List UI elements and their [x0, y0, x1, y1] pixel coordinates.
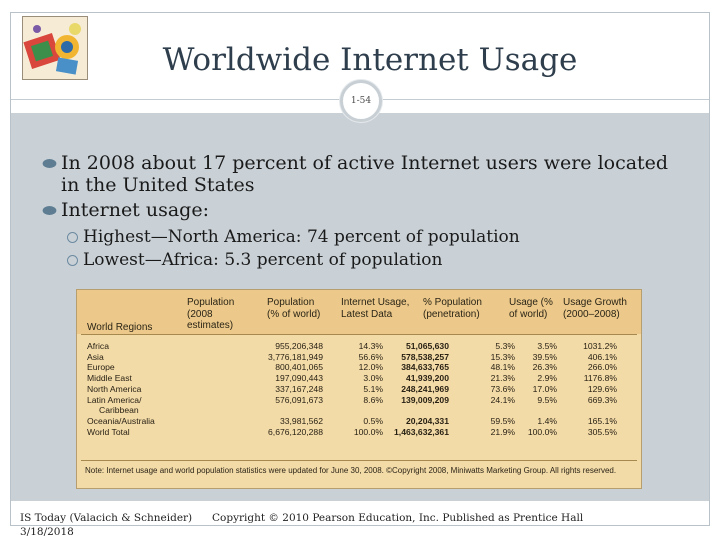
- header-pop-pct: Population (% of world): [267, 297, 321, 320]
- textbook-logo-icon: [22, 16, 88, 80]
- slide-title: Worldwide Internet Usage: [162, 42, 578, 78]
- sub-bullet-item: Highest—North America: 74 percent of pop…: [44, 226, 684, 249]
- table-row: World Total 6,676,120,288 100.0% 1,463,632,…: [87, 426, 617, 437]
- header-divider: [81, 334, 637, 335]
- table-row: Oceania/Australia 33,981,562 0.5% 20,204,33…: [87, 415, 617, 426]
- slide-frame: [10, 12, 710, 526]
- footer-source: IS Today (Valacich & Schneider) 3/18/201…: [20, 511, 192, 539]
- bullet-dot-icon: [42, 206, 57, 215]
- header-world-regions: World Regions: [87, 322, 153, 333]
- header-usage-growth: Usage Growth (2000–2008): [563, 297, 627, 320]
- internet-usage-table: World Regions Population (2008 estimates…: [76, 289, 642, 489]
- bullet-item: Internet usage:: [42, 199, 684, 221]
- table-note: Note: Internet usage and world populatio…: [85, 466, 617, 475]
- header-usage-pct: Usage (% of world): [509, 297, 553, 320]
- table-bottom-divider: [81, 460, 637, 461]
- table-row: Africa 955,206,348 14.3% 51,065,630 5.3% 3.5%…: [87, 341, 617, 351]
- sub-bullet-text: Highest—North America: 74 percent of pop…: [83, 227, 520, 247]
- header-internet-usage: Internet Usage, Latest Data: [341, 297, 410, 320]
- ring-bullet-icon: [67, 232, 78, 243]
- sub-bullet-list: Highest—North America: 74 percent of pop…: [44, 226, 684, 272]
- bullet-item: In 2008 about 17 percent of active Inter…: [42, 152, 684, 196]
- bullet-list: In 2008 about 17 percent of active Inter…: [42, 152, 684, 272]
- bullet-dot-icon: [42, 159, 57, 168]
- sub-bullet-text: Lowest—Africa: 5.3 percent of population: [83, 250, 443, 270]
- slide-number-badge: 1-54: [340, 80, 382, 122]
- table-row: Asia 3,776,181,949 56.6% 578,538,257 15.3% 39…: [87, 351, 617, 362]
- bullet-text: In 2008 about 17 percent of active Inter…: [61, 152, 669, 196]
- footer-date: 3/18/2018: [20, 526, 74, 538]
- table-row: Europe 800,401,065 12.0% 384,633,765 48.1% 26…: [87, 362, 617, 373]
- footer-area: [11, 501, 709, 525]
- header-population: Population (2008 estimates): [187, 297, 235, 331]
- table-header: [77, 290, 641, 334]
- header-penetration: % Population (penetration): [423, 297, 482, 320]
- table-row: Caribbean: [99, 405, 139, 416]
- sub-bullet-item: Lowest—Africa: 5.3 percent of population: [44, 249, 684, 272]
- table-row: Middle East 197,090,443 3.0% 41,939,200 21.3…: [87, 373, 617, 384]
- bullet-text: Internet usage:: [61, 199, 209, 221]
- footer-copyright: Copyright © 2010 Pearson Education, Inc.…: [212, 512, 584, 524]
- table-row: North America 337,167,248 5.1% 248,241,969 7…: [87, 383, 617, 394]
- footer-book-title: IS Today (Valacich & Schneider): [20, 512, 193, 524]
- table-row: Latin America/576,091,673 8.6% 139,009,209…: [87, 394, 617, 405]
- ring-bullet-icon: [67, 255, 78, 266]
